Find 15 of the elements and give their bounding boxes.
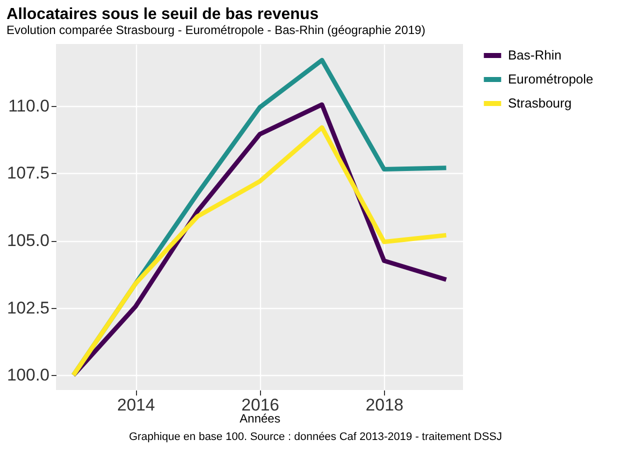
chart-title: Allocataires sous le seuil de bas revenus	[6, 6, 319, 23]
y-tick-label: 107.5	[6, 164, 50, 183]
legend-label: Strasbourg	[508, 96, 572, 110]
legend-label: Eurométropole	[508, 72, 594, 86]
legend-label: Bas-Rhin	[508, 48, 562, 62]
x-tick-label: 2018	[366, 396, 404, 414]
y-tick-label: 105.0	[6, 231, 50, 250]
text: Graphique en base 100. Source : données Caf 2013-2019 - traitement DSSJ	[128, 430, 503, 444]
y-tick-label: 102.5	[6, 298, 50, 318]
x-axis-title: Années	[240, 412, 280, 426]
y-tick-label: 100.0	[6, 366, 50, 385]
x-tick-label: 2016	[241, 396, 280, 414]
y-tick-label: 110.0	[8, 96, 50, 116]
x-tick-label: 2014	[117, 396, 155, 414]
chart-subtitle: Evolution comparée Strasbourg - Eurométropole - Bas-Rhin (géographie 2019)	[6, 23, 426, 37]
